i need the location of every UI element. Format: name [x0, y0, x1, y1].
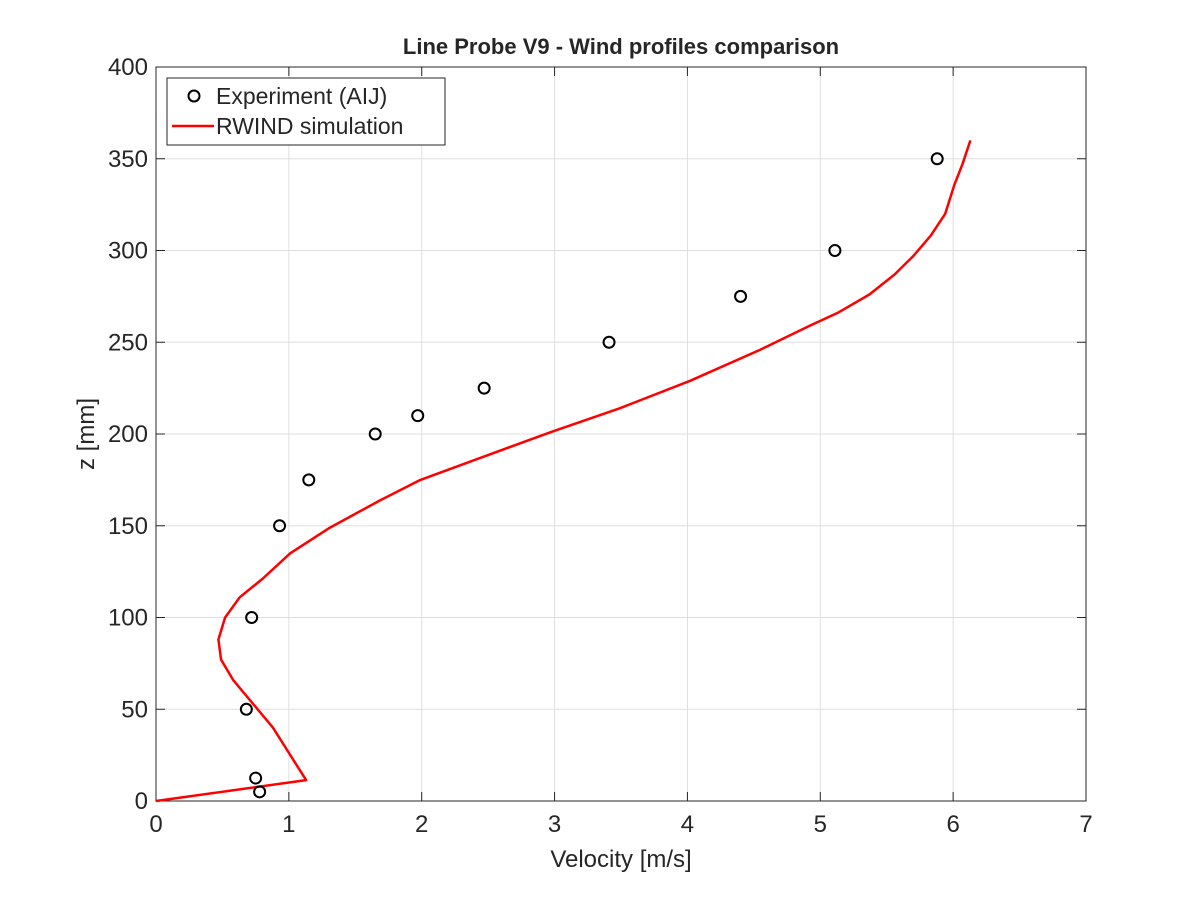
x-tick-label: 0 [149, 811, 162, 838]
x-tick-label: 6 [946, 811, 959, 838]
experiment-point [602, 335, 616, 349]
x-tick-label: 7 [1079, 811, 1092, 838]
x-tick-label: 3 [548, 811, 561, 838]
y-tick-label: 150 [108, 513, 148, 540]
experiment-point [302, 473, 316, 487]
y-tick-label: 250 [108, 329, 148, 356]
ticks: 0 1 2 3 4 5 6 7 0 50 100 150 200 250 300 350 400 [108, 54, 1093, 838]
y-tick-label: 50 [121, 696, 148, 723]
y-tick-label: 350 [108, 146, 148, 173]
experiment-point [253, 785, 267, 799]
legend-label-experiment: Experiment (AIJ) [216, 83, 387, 109]
grid [155, 66, 1087, 802]
experiment-point [930, 152, 944, 166]
simulation-line [155, 140, 972, 803]
legend: Experiment (AIJ) RWIND simulation [166, 77, 446, 146]
y-tick-label: 100 [108, 605, 148, 632]
legend-label-simulation: RWIND simulation [216, 113, 403, 139]
legend-box [166, 77, 446, 146]
y-tick-label: 400 [108, 54, 148, 81]
experiment-point [411, 409, 425, 423]
experiment-point [273, 519, 287, 533]
experiment-point [249, 771, 263, 785]
x-tick-label: 4 [681, 811, 694, 838]
experiment-point [245, 611, 259, 624]
y-tick-label: 200 [108, 421, 148, 448]
x-tick-label: 5 [814, 811, 827, 838]
x-axis-label: Velocity [m/s] [550, 846, 691, 873]
x-tick-label: 2 [415, 811, 428, 838]
y-axis-label: z [mm] [73, 398, 100, 470]
experiment-point [828, 244, 842, 257]
y-tick-label: 0 [135, 788, 148, 815]
series-layer [155, 140, 972, 803]
chart-title: Line Probe V9 - Wind profiles comparison [403, 34, 839, 59]
x-tick-label: 1 [282, 811, 295, 838]
legend-marker-experiment [187, 89, 201, 103]
experiment-point [239, 702, 253, 716]
experiment-point [734, 289, 748, 303]
experiment-point [368, 427, 382, 441]
y-tick-label: 300 [108, 238, 148, 265]
experiment-point [477, 381, 491, 395]
